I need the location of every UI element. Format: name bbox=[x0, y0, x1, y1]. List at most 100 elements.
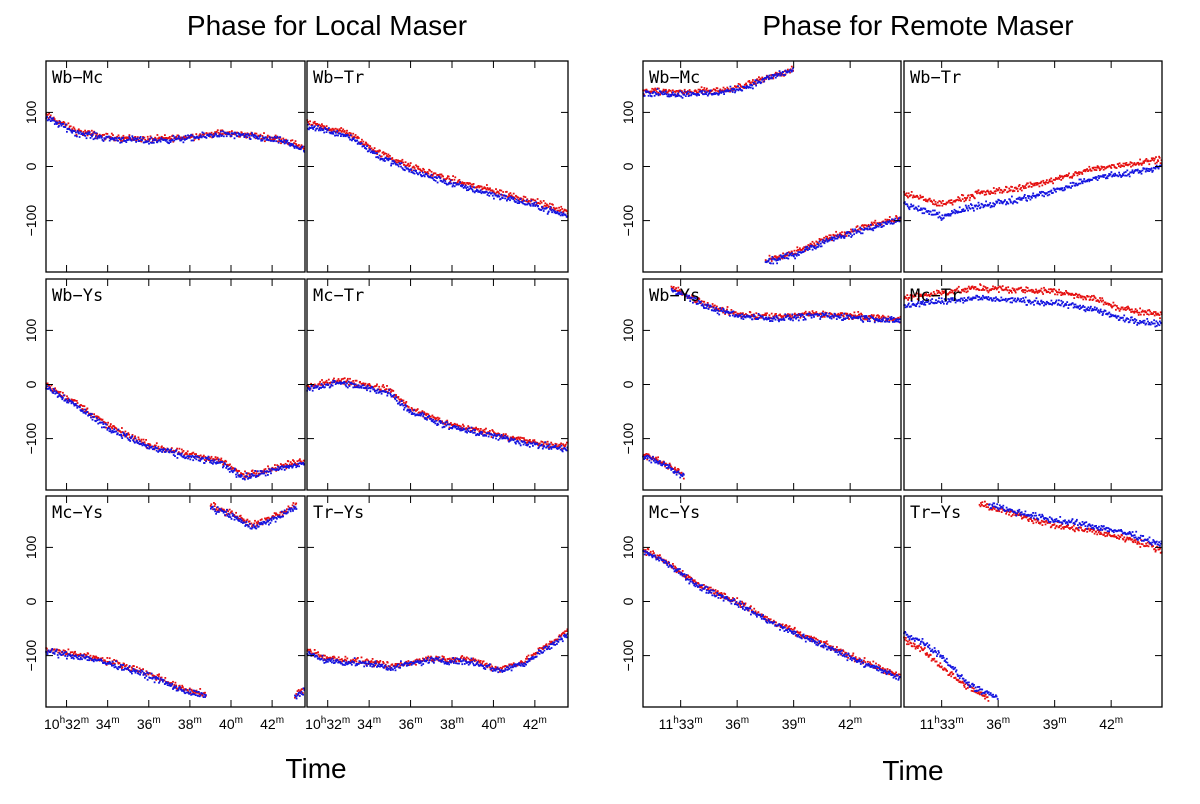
data-point bbox=[506, 198, 509, 201]
data-point bbox=[149, 444, 152, 446]
data-point bbox=[157, 675, 160, 678]
data-point bbox=[128, 669, 130, 671]
data-point bbox=[320, 387, 322, 389]
data-point bbox=[54, 387, 56, 390]
data-point bbox=[875, 223, 877, 226]
data-point bbox=[559, 443, 562, 446]
data-point bbox=[444, 180, 447, 182]
data-point bbox=[787, 257, 790, 260]
data-point bbox=[473, 659, 476, 662]
data-point bbox=[413, 172, 416, 175]
data-point bbox=[322, 654, 325, 657]
data-point bbox=[222, 462, 225, 465]
data-point bbox=[318, 123, 320, 126]
data-point bbox=[347, 380, 350, 383]
data-point bbox=[192, 689, 195, 692]
data-point bbox=[95, 415, 98, 418]
data-point bbox=[785, 254, 787, 257]
data-point bbox=[346, 379, 349, 382]
data-point bbox=[835, 230, 837, 233]
data-point bbox=[511, 666, 514, 669]
data-point bbox=[741, 89, 744, 92]
data-point bbox=[881, 225, 884, 228]
data-point bbox=[66, 655, 69, 657]
data-point bbox=[86, 134, 89, 137]
data-point bbox=[450, 661, 453, 664]
data-point bbox=[842, 235, 844, 237]
data-point bbox=[283, 139, 285, 141]
data-point bbox=[366, 658, 368, 661]
data-point bbox=[90, 414, 92, 417]
data-point bbox=[561, 640, 564, 643]
data-point bbox=[186, 689, 189, 691]
data-point bbox=[871, 222, 874, 225]
data-point bbox=[165, 681, 167, 683]
data-point bbox=[81, 410, 84, 412]
data-point bbox=[309, 387, 312, 390]
data-point bbox=[762, 77, 765, 80]
data-point bbox=[282, 515, 284, 518]
data-point bbox=[734, 91, 736, 94]
data-point bbox=[197, 695, 199, 697]
data-point bbox=[147, 138, 149, 140]
data-point bbox=[152, 445, 155, 448]
data-point bbox=[80, 654, 83, 657]
data-point bbox=[378, 154, 381, 157]
data-point bbox=[110, 431, 113, 434]
data-point bbox=[552, 643, 555, 646]
data-point bbox=[671, 89, 674, 92]
data-point bbox=[212, 461, 215, 463]
data-point bbox=[173, 685, 176, 688]
data-point bbox=[410, 663, 413, 666]
data-point bbox=[240, 474, 242, 476]
data-point bbox=[429, 418, 432, 420]
data-point bbox=[382, 662, 385, 665]
data-point bbox=[513, 438, 516, 440]
data-point bbox=[722, 86, 725, 89]
data-point bbox=[444, 421, 447, 424]
data-point bbox=[491, 194, 494, 197]
data-point bbox=[882, 224, 885, 227]
data-point bbox=[236, 472, 239, 474]
data-point bbox=[422, 171, 424, 174]
data-point bbox=[822, 239, 825, 241]
data-point bbox=[863, 226, 865, 229]
data-point bbox=[871, 227, 874, 230]
data-point bbox=[456, 657, 458, 660]
data-point bbox=[301, 145, 304, 148]
data-point bbox=[778, 70, 781, 72]
data-point bbox=[136, 439, 138, 442]
data-point bbox=[195, 136, 198, 139]
data-point bbox=[352, 132, 355, 135]
data-point bbox=[215, 508, 217, 511]
data-point bbox=[442, 180, 444, 183]
data-point bbox=[517, 663, 520, 666]
data-point bbox=[459, 181, 461, 184]
data-point bbox=[499, 189, 501, 192]
data-point bbox=[447, 175, 450, 178]
data-point bbox=[538, 652, 541, 655]
data-point bbox=[453, 178, 456, 181]
data-point bbox=[467, 425, 470, 427]
data-point bbox=[833, 236, 836, 239]
data-point bbox=[347, 377, 349, 380]
data-point bbox=[108, 135, 110, 138]
data-point bbox=[382, 151, 385, 153]
data-point bbox=[484, 431, 487, 434]
data-point bbox=[251, 133, 254, 136]
data-point bbox=[356, 143, 359, 145]
data-point bbox=[107, 662, 110, 665]
data-point bbox=[392, 394, 394, 397]
data-point bbox=[758, 76, 760, 79]
data-point bbox=[182, 689, 184, 692]
data-point bbox=[250, 522, 253, 525]
data-point bbox=[525, 439, 528, 442]
data-point bbox=[554, 444, 557, 447]
data-point bbox=[891, 219, 894, 222]
data-point bbox=[438, 176, 441, 178]
data-point bbox=[565, 630, 568, 632]
data-point bbox=[427, 413, 430, 416]
data-point bbox=[806, 245, 809, 248]
data-point bbox=[351, 660, 354, 663]
data-point bbox=[188, 692, 190, 695]
